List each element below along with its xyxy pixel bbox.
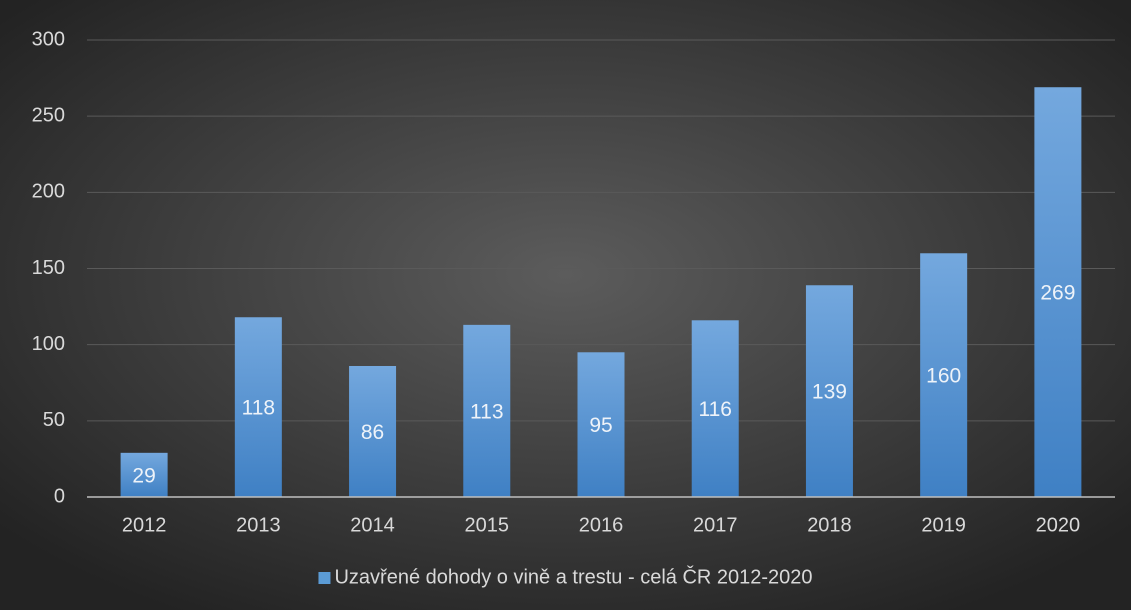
y-tick-label: 150 [32, 257, 65, 279]
data-label: 116 [698, 398, 731, 421]
bar [120, 452, 168, 497]
x-tick-label: 2017 [693, 514, 738, 536]
data-label: 86 [361, 421, 384, 444]
data-label: 95 [589, 414, 612, 437]
x-tick-label: 2013 [236, 514, 281, 536]
bar [691, 320, 739, 497]
y-tick-label: 300 [32, 28, 65, 50]
y-tick-label: 0 [54, 485, 65, 507]
bar [463, 324, 511, 497]
bar [577, 352, 625, 497]
x-tick-label: 2016 [579, 514, 624, 536]
bar [920, 253, 968, 497]
y-tick-label: 250 [32, 104, 65, 126]
bar [234, 317, 282, 497]
y-tick-label: 100 [32, 333, 65, 355]
data-label: 29 [132, 464, 155, 487]
bar [349, 365, 397, 497]
data-label: 118 [242, 397, 275, 420]
x-tick-label: 2020 [1036, 514, 1081, 536]
x-tick-label: 2012 [122, 514, 167, 536]
x-tick-label: 2018 [807, 514, 852, 536]
x-tick-label: 2014 [350, 514, 395, 536]
data-label: 113 [470, 400, 503, 423]
data-label: 160 [926, 365, 961, 388]
bar [1034, 87, 1082, 498]
x-tick-label: 2015 [465, 514, 510, 536]
y-tick-label: 50 [43, 409, 65, 431]
data-label: 269 [1040, 282, 1075, 305]
data-label: 139 [812, 381, 847, 404]
y-tick-label: 200 [32, 181, 65, 203]
legend-label: Uzavřené dohody o vině a trestu - celá Č… [334, 565, 812, 588]
x-tick-label: 2019 [921, 514, 966, 536]
bar [805, 285, 853, 497]
legend-swatch [318, 572, 331, 584]
